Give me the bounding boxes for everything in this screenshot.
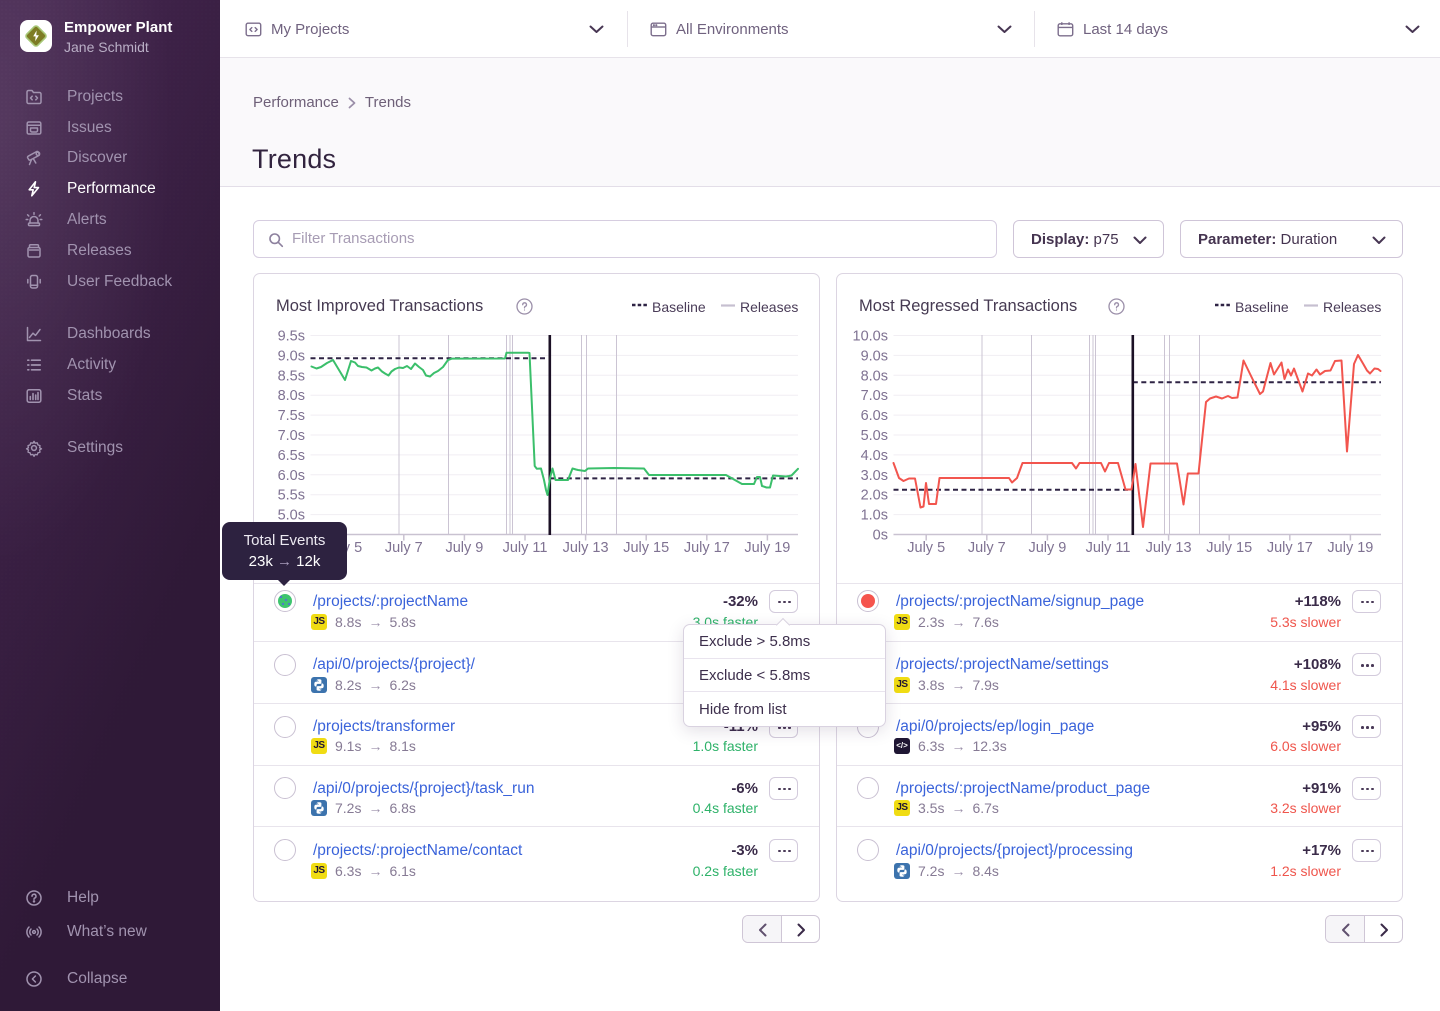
svg-text:8.0s: 8.0s: [278, 388, 305, 404]
svg-text:1.0s: 1.0s: [861, 508, 888, 524]
svg-text:July 15: July 15: [623, 540, 669, 556]
svg-text:July 7: July 7: [968, 540, 1006, 556]
svg-text:July 7: July 7: [385, 540, 423, 556]
svg-text:July 9: July 9: [1028, 540, 1066, 556]
svg-text:July 13: July 13: [563, 540, 609, 556]
svg-text:3.0s: 3.0s: [861, 468, 888, 484]
svg-text:July 13: July 13: [1146, 540, 1192, 556]
svg-text:2.0s: 2.0s: [861, 488, 888, 504]
svg-text:July 11: July 11: [503, 540, 548, 556]
svg-text:6.0s: 6.0s: [278, 468, 305, 484]
svg-text:4.0s: 4.0s: [861, 448, 888, 464]
svg-text:6.0s: 6.0s: [861, 408, 888, 424]
svg-text:9.5s: 9.5s: [278, 329, 305, 345]
svg-text:6.5s: 6.5s: [278, 448, 305, 464]
svg-text:July 9: July 9: [445, 540, 483, 556]
svg-text:July 17: July 17: [1267, 540, 1313, 556]
svg-text:9.0s: 9.0s: [861, 348, 888, 364]
svg-text:7.0s: 7.0s: [278, 428, 305, 444]
svg-text:7.5s: 7.5s: [278, 408, 305, 424]
svg-text:5.0s: 5.0s: [278, 508, 305, 524]
svg-text:5.0s: 5.0s: [861, 428, 888, 444]
svg-text:July 19: July 19: [744, 540, 790, 556]
svg-text:8.0s: 8.0s: [861, 368, 888, 384]
svg-text:0s: 0s: [873, 528, 888, 544]
svg-text:9.0s: 9.0s: [278, 348, 305, 364]
svg-text:July 15: July 15: [1206, 540, 1252, 556]
svg-text:8.5s: 8.5s: [278, 368, 305, 384]
svg-text:July 11: July 11: [1086, 540, 1131, 556]
svg-text:July 19: July 19: [1327, 540, 1373, 556]
svg-text:5.5s: 5.5s: [278, 488, 305, 504]
svg-text:July 5: July 5: [907, 540, 945, 556]
svg-text:10.0s: 10.0s: [853, 329, 888, 345]
svg-text:July 17: July 17: [684, 540, 730, 556]
svg-text:7.0s: 7.0s: [861, 388, 888, 404]
